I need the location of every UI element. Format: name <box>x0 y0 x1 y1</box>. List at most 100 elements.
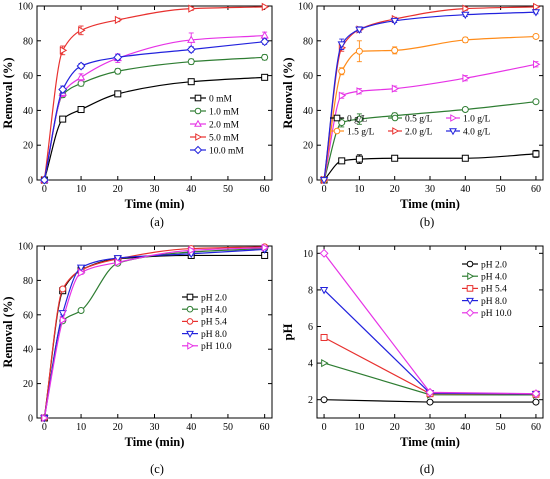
legend-marker <box>194 107 202 115</box>
legend-marker <box>195 133 203 141</box>
legend-marker <box>193 145 203 155</box>
y-axis-label: Removal (%) <box>281 57 295 128</box>
data-point <box>462 4 470 13</box>
legend-label: pH 4.0 <box>201 306 227 316</box>
data-point <box>77 106 85 114</box>
x-tick-label: 60 <box>531 422 541 433</box>
series-2 <box>40 245 269 422</box>
data-point <box>187 35 196 43</box>
x-tick-label: 0 <box>42 184 47 195</box>
data-point <box>76 72 86 81</box>
legend-marker <box>450 114 458 122</box>
legend-entry: 1.0 mM <box>190 107 240 117</box>
panel-label: (c) <box>150 462 164 476</box>
legend-marker <box>466 297 474 305</box>
legend-marker <box>391 114 399 122</box>
x-tick-label: 50 <box>223 422 233 433</box>
data-point <box>532 398 540 406</box>
series-line <box>43 41 265 181</box>
series-line <box>43 254 265 419</box>
legend-marker <box>186 318 194 325</box>
legend-entry: 4.0 g/L <box>446 127 491 137</box>
series-line <box>43 247 265 419</box>
x-tick-label: 40 <box>460 184 470 195</box>
legend-label: 1.5 g/L <box>347 127 375 137</box>
legend-entry: 1.5 g/L <box>330 127 375 137</box>
legend-label: pH 8.0 <box>201 330 227 340</box>
legend-entry: 10.0 mM <box>190 145 244 156</box>
series-2 <box>40 53 269 184</box>
data-point <box>260 31 269 39</box>
data-point <box>461 154 469 162</box>
data-point <box>391 154 399 162</box>
legend-entry: pH 10.0 <box>462 308 512 319</box>
data-point <box>76 61 86 71</box>
data-point <box>59 315 68 325</box>
x-tick-label: 50 <box>496 184 506 195</box>
y-tick-label: 8 <box>308 285 313 296</box>
data-point <box>321 358 329 368</box>
legend-label: pH 5.4 <box>481 285 507 295</box>
legend-marker <box>449 128 457 136</box>
legend-entry: pH 2.0 <box>182 293 227 303</box>
x-tick-label: 30 <box>425 184 435 195</box>
legend-marker <box>187 341 195 350</box>
x-axis-label: Time (min) <box>125 197 185 211</box>
series-1 <box>320 396 540 406</box>
legend-entry: 0.5 g/L <box>388 114 433 124</box>
series-line <box>323 35 536 181</box>
y-tick-label: 0 <box>28 414 33 425</box>
legend-marker <box>392 127 400 135</box>
series-line <box>43 6 265 181</box>
legend-label: 2.0 g/L <box>405 127 433 137</box>
y-tick-label: 20 <box>23 379 33 390</box>
legend-marker <box>186 293 194 301</box>
data-point <box>261 73 269 81</box>
legend-marker <box>194 94 202 102</box>
x-tick-label: 30 <box>425 422 435 433</box>
data-point <box>114 67 122 75</box>
data-point <box>113 52 123 62</box>
data-point <box>114 258 123 267</box>
x-tick-label: 60 <box>260 184 270 195</box>
y-tick-label: 20 <box>303 141 313 152</box>
y-tick-label: 100 <box>18 2 33 13</box>
legend: pH 2.0 pH 4.0 pH 5.4 pH 8.0 pH 10.0 <box>182 293 232 352</box>
data-point <box>338 91 347 100</box>
data-point <box>391 46 399 54</box>
legend-label: pH 2.0 <box>201 293 227 303</box>
series-line <box>43 247 265 419</box>
data-point <box>391 84 400 93</box>
data-point <box>76 264 86 272</box>
data-point <box>59 285 67 293</box>
y-tick-label: 6 <box>308 322 313 333</box>
x-tick-label: 10 <box>354 422 364 433</box>
data-point <box>461 106 469 114</box>
legend-marker <box>467 272 475 281</box>
data-point <box>355 26 364 34</box>
series-line <box>323 336 536 395</box>
y-tick-label: 10 <box>303 249 313 260</box>
y-tick-label: 100 <box>298 2 313 13</box>
data-point <box>78 268 86 277</box>
legend-entry: pH 4.0 <box>182 306 227 316</box>
data-point <box>39 175 49 185</box>
series-3 <box>320 333 540 398</box>
data-point <box>59 46 68 55</box>
data-point <box>462 74 470 83</box>
x-tick-label: 30 <box>150 184 160 195</box>
x-tick-label: 40 <box>186 184 196 195</box>
x-tick-label: 10 <box>354 184 364 195</box>
data-point <box>261 243 270 252</box>
legend-label: 0 mM <box>209 94 233 104</box>
data-point <box>426 398 434 406</box>
data-point <box>186 45 196 54</box>
series-3 <box>40 243 269 422</box>
series-line <box>43 248 265 419</box>
x-tick-label: 10 <box>76 422 86 433</box>
chart-panel-1: 0 10 20 30 40 50 60 0 20 40 60 80 100 Time (min) Remov… <box>1 2 273 229</box>
chart-panel-4: 0 10 20 30 40 50 60 2 4 6 8 10 Time (min) pH (d) pH 2.0… <box>281 245 544 476</box>
legend-marker <box>186 330 194 338</box>
data-point <box>113 255 122 263</box>
legend-label: pH 10.0 <box>201 342 232 352</box>
